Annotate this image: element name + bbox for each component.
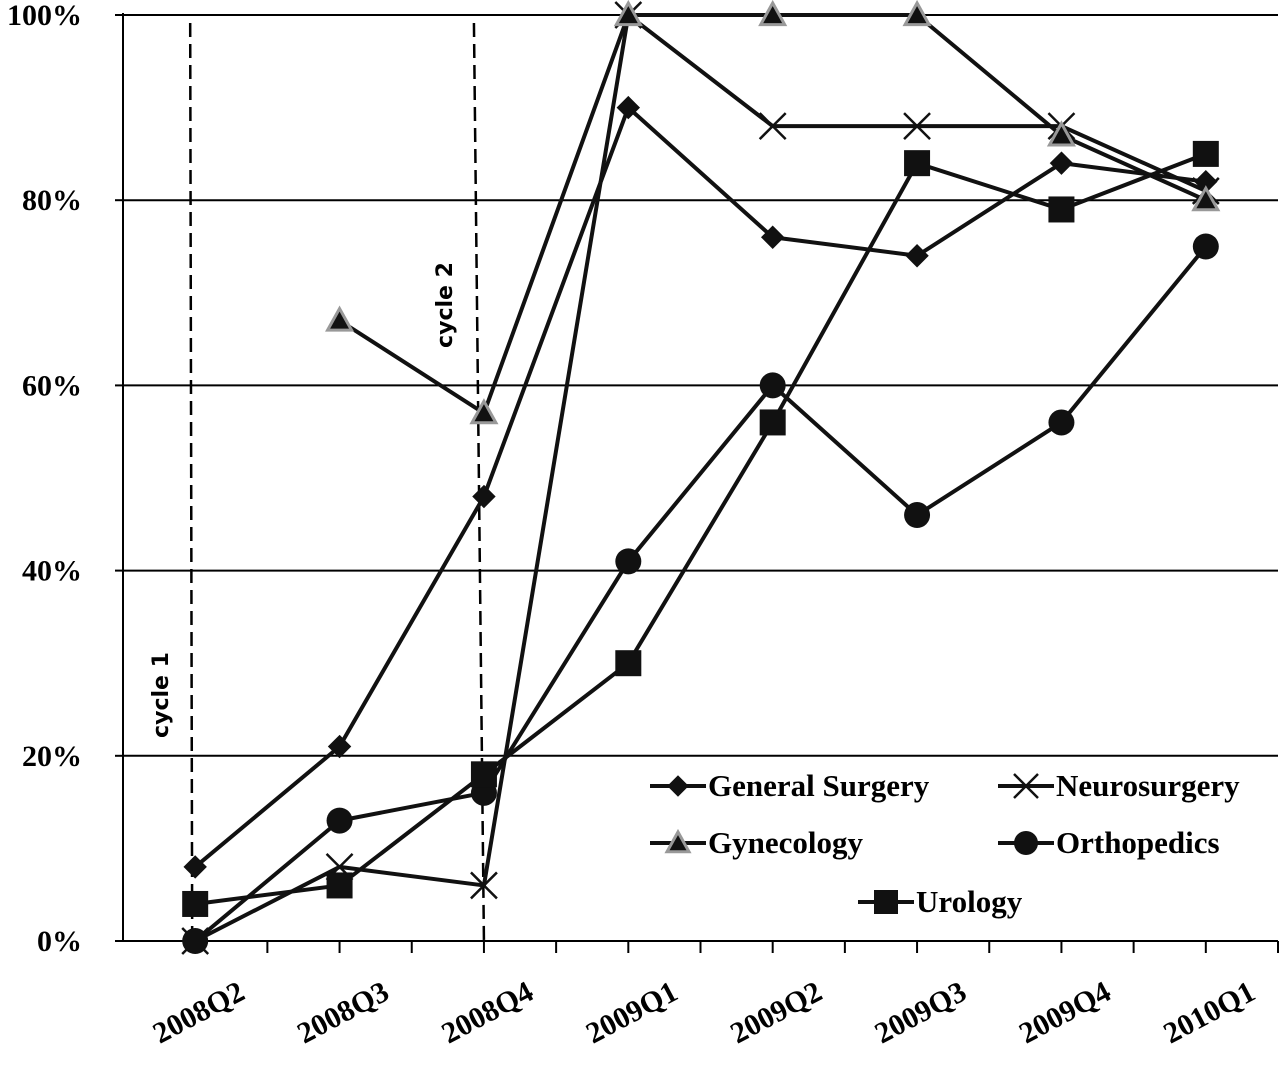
legend-item: Urology bbox=[858, 884, 1023, 919]
square-marker bbox=[874, 890, 898, 914]
series-gynecology bbox=[325, 0, 1221, 425]
triangle-marker bbox=[325, 305, 355, 332]
legend-item: Neurosurgery bbox=[998, 768, 1240, 803]
square-marker bbox=[326, 872, 353, 899]
diamond-marker bbox=[616, 95, 641, 120]
series-line bbox=[194, 13, 1207, 943]
x-marker bbox=[903, 112, 931, 141]
x-marker bbox=[758, 112, 787, 141]
legend: General Surgery Neurosurgery Gynecology Ort… bbox=[650, 768, 1240, 919]
series-line bbox=[193, 245, 1208, 943]
diamond-marker bbox=[905, 244, 929, 268]
axes bbox=[115, 13, 1279, 953]
diamond-marker bbox=[327, 734, 352, 759]
square-marker bbox=[1048, 196, 1075, 223]
series-group bbox=[181, 0, 1221, 955]
y-tick-label: 0% bbox=[37, 925, 82, 958]
circle-marker bbox=[1014, 831, 1038, 855]
cycle-annotation: cycle 1 bbox=[149, 652, 174, 738]
circle-marker bbox=[1048, 409, 1075, 436]
y-tick-label: 20% bbox=[22, 740, 82, 773]
circle-marker bbox=[759, 372, 786, 399]
triangle-marker bbox=[469, 398, 499, 425]
y-tick-label: 60% bbox=[22, 369, 82, 402]
circle-marker bbox=[904, 502, 931, 529]
square-marker bbox=[759, 409, 786, 436]
square-marker bbox=[470, 761, 497, 788]
triangle-marker bbox=[664, 828, 692, 854]
y-tick-label: 80% bbox=[22, 184, 82, 217]
series-line bbox=[194, 152, 1207, 906]
x-tick-label: 2008Q2 bbox=[148, 975, 250, 1050]
x-marker bbox=[470, 871, 498, 900]
legend-label: Orthopedics bbox=[1056, 825, 1220, 860]
square-marker bbox=[615, 650, 642, 677]
triangle-marker bbox=[758, 0, 788, 27]
circle-marker bbox=[326, 807, 353, 834]
x-tick-labels: 2008Q2 2008Q3 2008Q4 2009Q1 2009Q2 2009Q3 2009… bbox=[148, 975, 1261, 1050]
legend-item: Gynecology bbox=[650, 825, 863, 860]
cycle-marker-line bbox=[188, 22, 194, 942]
x-tick-label: 2009Q1 bbox=[581, 975, 683, 1050]
legend-label: Neurosurgery bbox=[1056, 768, 1240, 803]
x-marker-stroke bbox=[758, 112, 787, 141]
x-marker bbox=[1013, 773, 1039, 799]
circle-marker bbox=[1192, 233, 1219, 260]
diamond-marker bbox=[183, 855, 207, 879]
x-tick-label: 2009Q3 bbox=[869, 975, 971, 1050]
series-line bbox=[193, 105, 1207, 869]
gridlines bbox=[123, 14, 1278, 757]
x-tick-label: 2009Q4 bbox=[1014, 975, 1116, 1050]
triangle-marker bbox=[1191, 185, 1221, 212]
triangle-marker bbox=[902, 0, 932, 27]
square-marker bbox=[1192, 140, 1219, 167]
series-general-surgery bbox=[183, 95, 1218, 879]
triangle-marker bbox=[1046, 120, 1076, 147]
x-tick-label: 2008Q3 bbox=[292, 975, 394, 1050]
series-line bbox=[338, 13, 1207, 416]
legend-label: Gynecology bbox=[708, 825, 863, 860]
diamond-marker bbox=[472, 484, 496, 509]
x-marker-stroke bbox=[470, 871, 498, 900]
series-orthopedics bbox=[182, 233, 1219, 954]
circle-marker bbox=[615, 548, 642, 575]
legend-label: General Surgery bbox=[708, 768, 930, 803]
cycle-annotation: cycle 2 bbox=[433, 262, 458, 348]
legend-label: Urology bbox=[916, 884, 1023, 919]
diamond-marker bbox=[1049, 151, 1074, 175]
y-tick-label: 100% bbox=[7, 0, 82, 32]
y-tick-labels: 0% 20% 40% 60% 80% 100% bbox=[7, 0, 82, 958]
x-tick-label: 2009Q2 bbox=[725, 975, 827, 1050]
x-tick-label: 2010Q1 bbox=[1158, 975, 1260, 1050]
diamond-marker bbox=[667, 775, 689, 797]
square-marker bbox=[904, 150, 931, 177]
circle-marker bbox=[182, 928, 209, 954]
diamond-marker bbox=[760, 225, 785, 249]
x-marker-stroke bbox=[1013, 773, 1039, 799]
triangle-marker bbox=[613, 0, 643, 27]
y-tick-label: 40% bbox=[22, 555, 82, 588]
series-urology bbox=[182, 140, 1219, 917]
square-marker bbox=[182, 890, 209, 917]
x-marker-stroke bbox=[903, 112, 931, 141]
x-tick-label: 2008Q4 bbox=[436, 975, 538, 1050]
legend-item: Orthopedics bbox=[998, 825, 1220, 860]
legend-item: General Surgery bbox=[650, 768, 930, 803]
